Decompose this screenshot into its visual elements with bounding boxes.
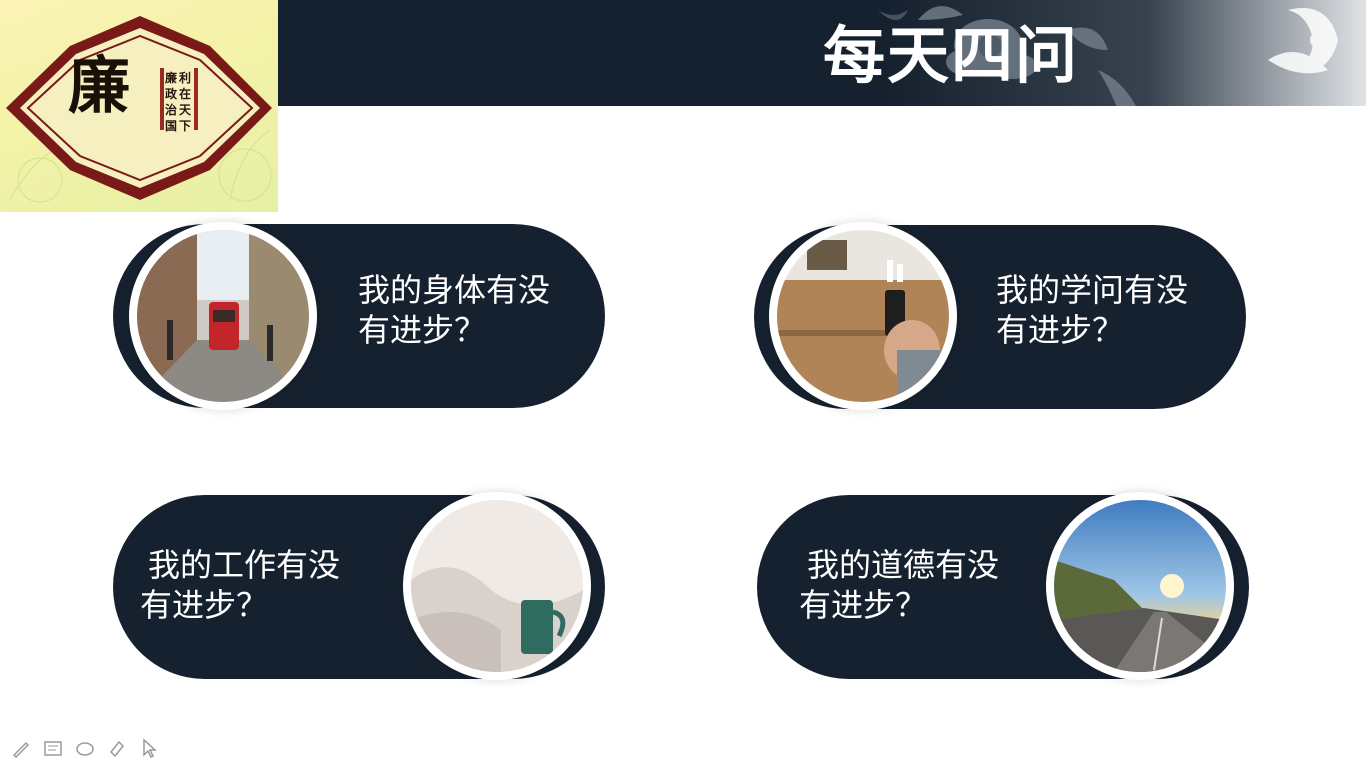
question-text: 我的道德有没 有进步？: [799, 545, 1000, 625]
road-sunset-photo: [1054, 500, 1226, 672]
cup-bed-photo: [411, 500, 583, 672]
pen-icon[interactable]: [10, 737, 32, 759]
question-line-1: 我的身体有没: [358, 271, 551, 309]
logo-column-1: 利在天下: [179, 71, 192, 133]
street-tram-photo: [137, 230, 309, 402]
question-line-2: 有进步？: [996, 311, 1125, 349]
highlighter-icon[interactable]: [106, 737, 128, 759]
question-line-2: 有进步？: [140, 586, 269, 624]
desk-phone-photo: [777, 230, 949, 402]
question-text: 我的身体有没 有进步？: [358, 270, 550, 350]
question-text: 我的学问有没 有进步？: [996, 270, 1188, 350]
question-photo-frame: [1046, 492, 1234, 680]
question-photo-frame: [769, 222, 957, 410]
text-box-icon[interactable]: [42, 737, 64, 759]
page-title: 每天四问: [823, 19, 1080, 92]
slideshow-toolbar: [10, 736, 160, 760]
question-line-2: 有进步？: [358, 311, 487, 349]
logo-main-char: 廉: [68, 49, 131, 122]
integrity-logo: 廉 利在天下 廉政治国: [0, 0, 278, 212]
pointer-arrow-icon[interactable]: [138, 737, 160, 759]
question-line-2: 有进步？: [799, 586, 928, 624]
question-line-1: 我的学问有没: [996, 271, 1189, 309]
question-text: 我的工作有没 有进步？: [140, 545, 341, 625]
floral-ornament: [878, 6, 1338, 106]
header-bar: 每天四问: [278, 0, 1366, 106]
question-photo-frame: [403, 492, 591, 680]
question-photo-frame: [129, 222, 317, 410]
logo-column-2: 廉政治国: [165, 71, 178, 133]
question-line-1: 我的工作有没: [148, 546, 341, 584]
eraser-icon[interactable]: [74, 737, 96, 759]
logo-frame: [6, 16, 272, 203]
question-line-1: 我的道德有没: [807, 546, 1000, 584]
